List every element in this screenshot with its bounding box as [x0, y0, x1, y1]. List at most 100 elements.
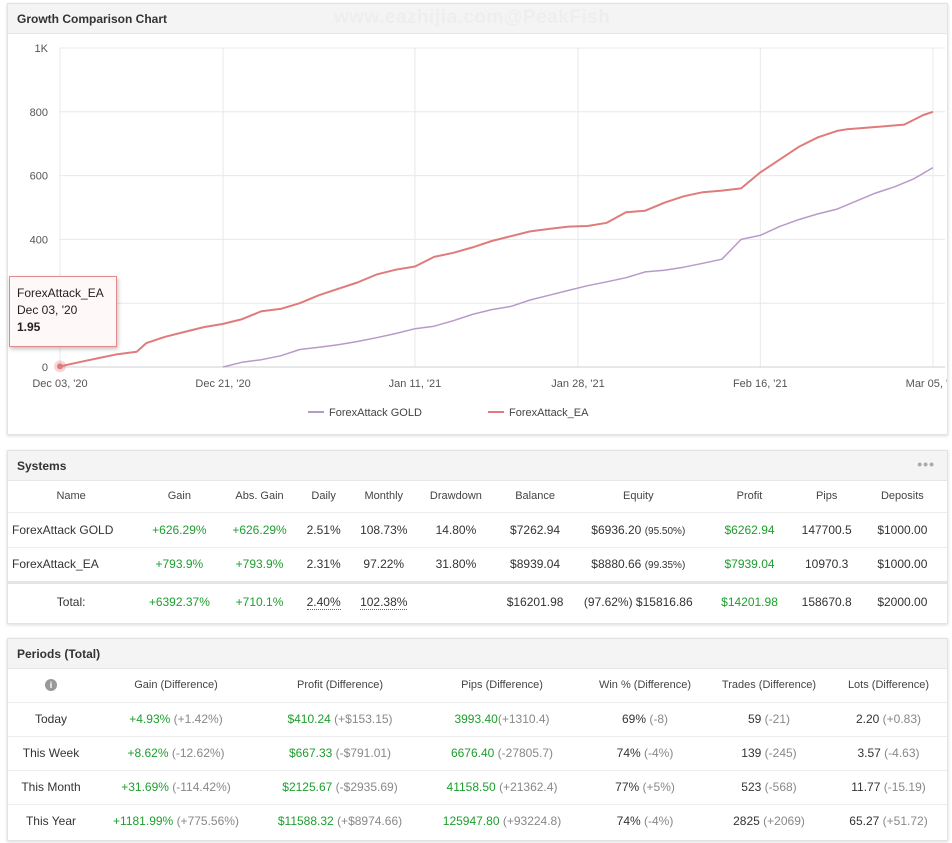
period-row-today: Today +4.93% (+1.42%) $410.24 (+$153.15)…	[8, 701, 947, 736]
tooltip-value: 1.95	[17, 320, 41, 334]
tooltip-date: Dec 03, '20	[17, 303, 78, 317]
total-daily[interactable]: 2.40%	[294, 580, 353, 620]
profit-diff: (-$791.01)	[335, 746, 392, 760]
total-abs-gain: +710.1%	[224, 580, 295, 620]
chart-title: Growth Comparison Chart	[17, 11, 168, 26]
period-win: 74% (-4%)	[582, 803, 708, 838]
period-trades: 523 (-568)	[708, 769, 830, 804]
period-row-month: This Month +31.69% (-114.42%) $2125.67 (…	[8, 769, 947, 804]
period-win: 77% (+5%)	[582, 769, 708, 804]
period-profit: $667.33 (-$791.01)	[258, 735, 422, 770]
col-abs-gain[interactable]: Abs. Gain	[235, 490, 284, 503]
systems-header-row: Name Gain Abs. Gain Daily Monthly Drawdo…	[8, 481, 947, 512]
system-abs-gain: +793.9%	[224, 546, 295, 582]
period-lots: 3.57 (-4.63)	[830, 735, 947, 770]
pips-diff: (+1310.4)	[497, 712, 550, 726]
total-deposits: $2000.00	[857, 580, 947, 620]
win-value: 77%	[615, 780, 640, 794]
info-icon[interactable]: i	[45, 679, 57, 692]
system-name[interactable]: ForexAttack GOLD	[8, 511, 135, 547]
period-label: This Month	[8, 769, 94, 804]
watermark: www.eazhijia.com@PeakFish	[334, 7, 611, 28]
system-gain: +793.9%	[134, 546, 225, 582]
total-gain: +6392.37%	[134, 580, 225, 620]
profit-value: $11588.32	[277, 814, 334, 829]
period-pips: 41158.50 (+21362.4)	[422, 769, 582, 804]
col-pips[interactable]: Pips	[815, 490, 838, 503]
gain-diff: (-114.42%)	[172, 780, 231, 794]
x-tick-label: Mar 05, '21	[906, 378, 947, 390]
col-name[interactable]: Name	[56, 490, 86, 503]
period-lots: 65.27 (+51.72)	[830, 803, 947, 838]
series-line-gold	[222, 166, 934, 368]
total-pips: 158670.8	[795, 580, 858, 620]
col-profit-diff: Profit (Difference)	[297, 679, 383, 692]
hover-point	[57, 363, 63, 370]
profit-value: $2125.67	[282, 780, 333, 794]
period-pips: 125947.80 (+93224.8)	[422, 803, 582, 838]
win-diff: (+5%)	[642, 780, 675, 794]
col-deposits[interactable]: Deposits	[880, 490, 924, 503]
periods-header: Periods (Total)	[8, 639, 947, 669]
y-tick-label: 800	[30, 107, 48, 119]
period-row-week: This Week +8.62% (-12.62%) $667.33 (-$79…	[8, 735, 947, 770]
total-monthly-value[interactable]: 102.38%	[360, 594, 408, 610]
col-gain[interactable]: Gain	[167, 490, 191, 503]
x-tick-label: Jan 28, '21	[551, 378, 604, 390]
col-info[interactable]: i	[8, 669, 94, 702]
gain-diff: (-12.62%)	[171, 746, 225, 760]
period-trades: 2825 (+2069)	[708, 803, 830, 838]
legend-label: ForexAttack GOLD	[329, 407, 422, 419]
system-abs-gain: +626.29%	[224, 511, 295, 547]
equity-value: $6936.20	[591, 522, 642, 537]
profit-value: $667.33	[288, 746, 333, 760]
win-value: 74%	[616, 746, 641, 760]
lots-diff: (+51.72)	[882, 814, 928, 829]
col-monthly[interactable]: Monthly	[364, 490, 404, 503]
system-row-gold[interactable]: ForexAttack GOLD +626.29% +626.29% 2.51%…	[8, 511, 947, 547]
trades-diff: (+2069)	[763, 814, 805, 829]
col-pips-diff: Pips (Difference)	[461, 679, 543, 692]
period-lots: 2.20 (+0.83)	[830, 701, 947, 736]
pips-value: 41158.50	[446, 780, 496, 794]
system-balance: $8939.04	[497, 546, 574, 582]
y-tick-label: 600	[30, 171, 48, 183]
col-balance[interactable]: Balance	[515, 490, 555, 503]
trades-value: 2825	[733, 814, 760, 829]
pips-diff: (+93224.8)	[502, 814, 562, 829]
x-tick-label: Feb 16, '21	[733, 378, 788, 390]
total-monthly[interactable]: 102.38%	[352, 580, 415, 620]
periods-panel: Periods (Total) i Gain (Difference) Prof…	[7, 638, 948, 841]
trades-value: 523	[741, 780, 762, 794]
total-daily-value[interactable]: 2.40%	[306, 594, 341, 610]
col-daily[interactable]: Daily	[311, 490, 336, 503]
period-label: This Year	[8, 803, 94, 838]
period-label: This Week	[8, 735, 94, 770]
col-drawdown[interactable]: Drawdown	[429, 490, 482, 503]
system-profit: $6262.94	[703, 511, 796, 547]
col-profit[interactable]: Profit	[736, 490, 763, 503]
tooltip-series: ForexAttack_EA	[17, 286, 104, 300]
period-profit: $11588.32 (+$8974.66)	[258, 803, 422, 838]
system-row-ea[interactable]: ForexAttack_EA +793.9% +793.9% 2.31% 97.…	[8, 546, 947, 582]
x-tick-label: Jan 11, '21	[389, 378, 442, 390]
trades-value: 139	[741, 746, 762, 760]
win-diff: (-8)	[649, 712, 669, 726]
period-trades: 139 (-245)	[708, 735, 830, 770]
equity-percent: (95.50%)	[644, 525, 686, 537]
col-equity[interactable]: Equity	[623, 490, 654, 503]
system-name[interactable]: ForexAttack_EA	[8, 546, 135, 582]
pips-value: 6676.40	[450, 746, 495, 760]
total-profit: $14201.98	[703, 580, 796, 620]
total-equity: (97.62%) $15816.86	[573, 580, 704, 620]
profit-diff: (-$2935.69)	[335, 780, 398, 794]
system-daily: 2.51%	[294, 511, 353, 547]
trades-diff: (-245)	[764, 746, 797, 760]
system-pips: 10970.3	[795, 546, 858, 582]
total-drawdown	[414, 580, 497, 620]
gain-diff: (+775.56%)	[176, 814, 239, 829]
profit-value: $410.24	[287, 712, 331, 726]
period-pips: 6676.40 (-27805.7)	[422, 735, 582, 770]
more-options-icon[interactable]: •••	[917, 456, 935, 472]
